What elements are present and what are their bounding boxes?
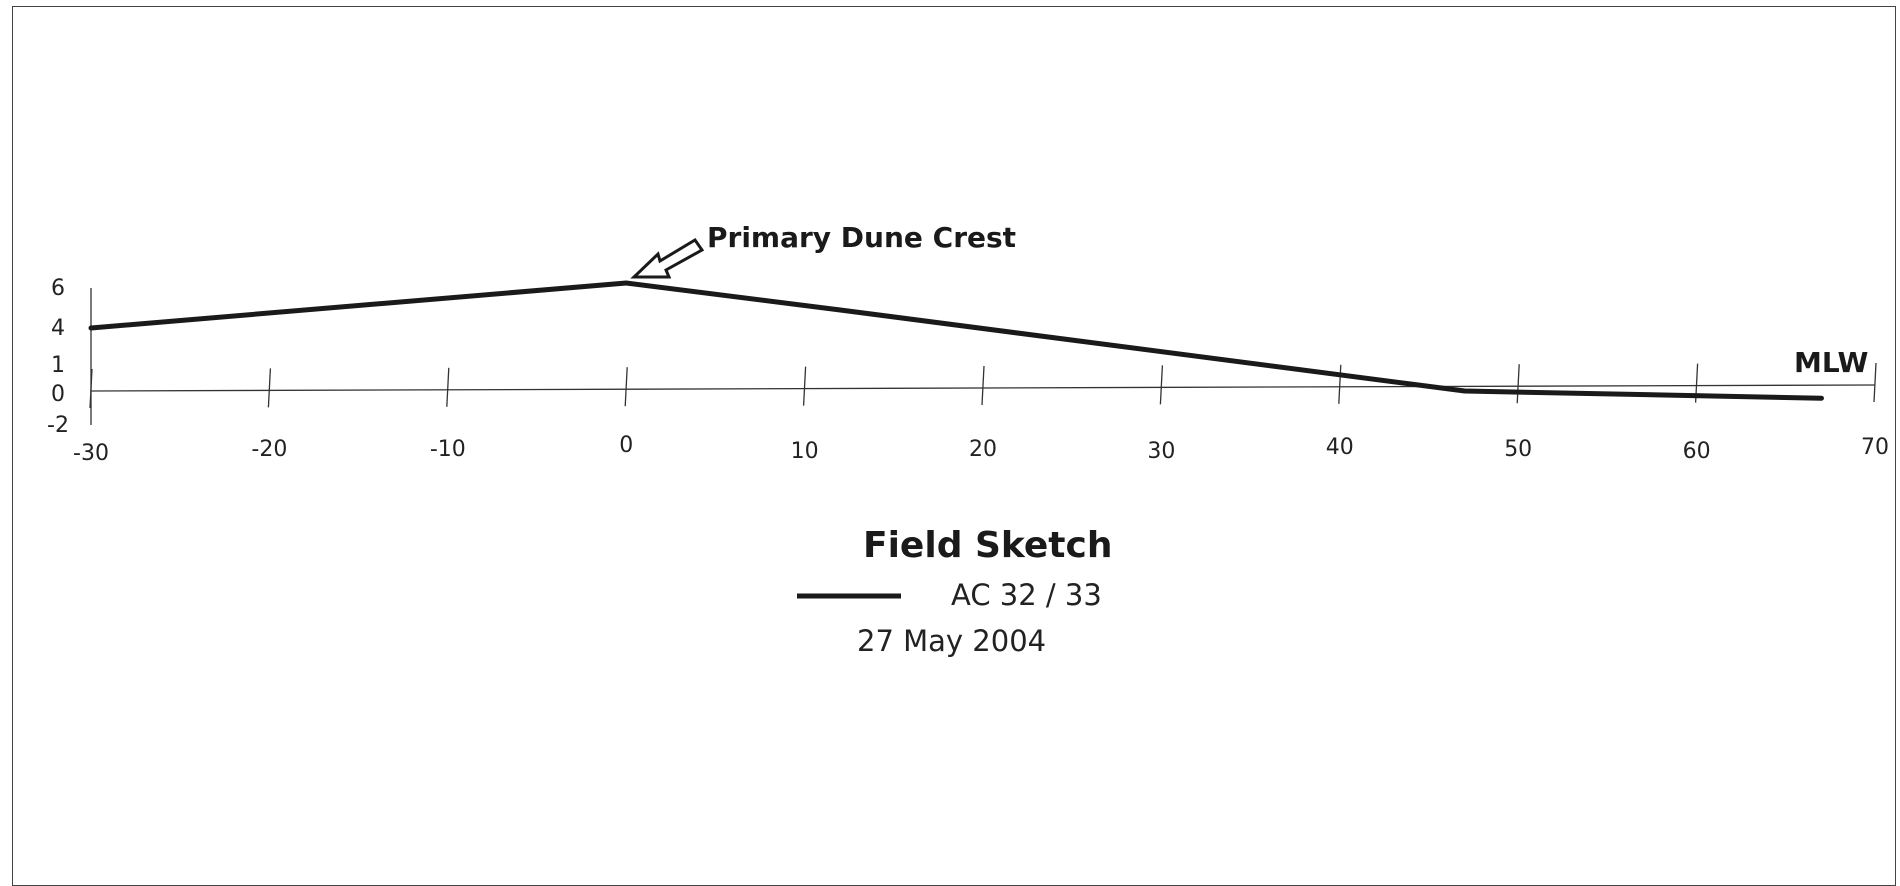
chart-subtitle-date: 27 May 2004 (857, 624, 1046, 658)
y-tick-label: 1 (51, 353, 65, 378)
x-tick-label: -10 (430, 437, 466, 462)
y-tick-label: 6 (51, 276, 65, 301)
y-tick-label: 4 (51, 316, 65, 341)
x-tick-label: 10 (791, 439, 819, 464)
x-tick-mark (267, 368, 272, 408)
x-tick-mark (446, 367, 450, 407)
x-tick-mark (981, 365, 985, 406)
y-tick-label: -2 (47, 413, 69, 438)
x-tick-mark (1159, 365, 1164, 405)
x-tick-label: 60 (1683, 439, 1711, 464)
x-tick-label: 20 (969, 437, 997, 462)
dune-crest-arrow-icon (630, 237, 705, 279)
x-tick-label: 30 (1147, 439, 1175, 464)
chart-title: Field Sketch (863, 525, 1113, 566)
x-tick-label: 70 (1861, 435, 1889, 460)
series-line (88, 280, 1824, 401)
annotation-primary-dune-crest: Primary Dune Crest (707, 221, 1016, 254)
axes (90, 288, 1876, 425)
x-tick-mark (89, 368, 93, 409)
y-tick-label: 0 (51, 382, 65, 407)
x-tick-mark (1516, 364, 1520, 404)
y-tick-labels: 6 4 1 0 -2 (47, 276, 69, 438)
x-tick-mark (1338, 364, 1342, 404)
annotation-mlw: MLW (1794, 346, 1869, 379)
series-layer (88, 280, 1824, 401)
x-tick-label: 0 (619, 433, 633, 458)
x-tick-label: -20 (251, 437, 287, 462)
x-tick-mark (1873, 362, 1877, 403)
x-tick-label: 50 (1504, 437, 1532, 462)
x-tick-mark (624, 367, 628, 407)
x-tick-label: -30 (73, 441, 109, 466)
x-tick-label: 40 (1326, 435, 1354, 460)
legend-label: AC 32 / 33 (951, 578, 1102, 612)
x-ticks: -30 -20 -10 0 10 20 30 40 50 60 70 (73, 362, 1889, 466)
x-tick-mark (802, 366, 807, 406)
